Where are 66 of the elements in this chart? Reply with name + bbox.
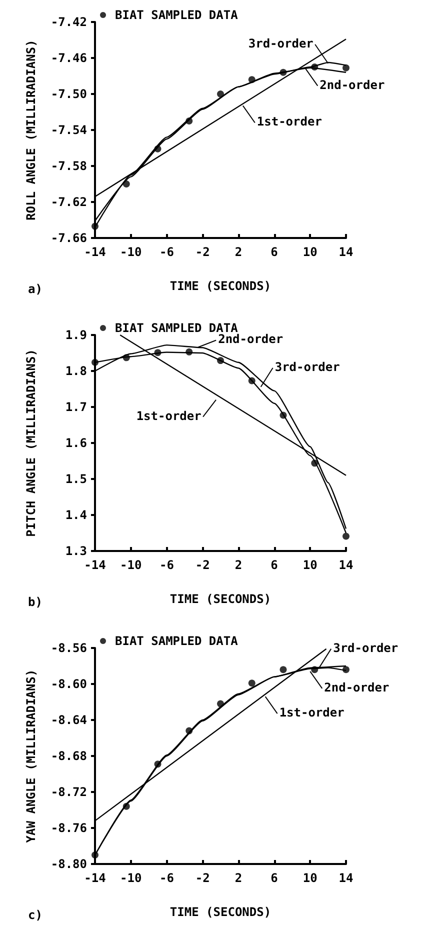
y-tick-label: 1.5: [65, 472, 87, 486]
y-tick-label: -8.72: [50, 785, 87, 799]
text: b): [28, 595, 42, 609]
annotation: 3rd-order: [274, 360, 340, 374]
x-tick-label: -6: [159, 871, 174, 885]
y-axis-title: YAW ANGLE (MILLIRADIANS): [24, 669, 38, 843]
x-tick-label: -14: [84, 245, 106, 259]
x-tick-label: -6: [159, 245, 174, 259]
x-tick-label: 6: [270, 245, 278, 259]
y-tick-label: -7.50: [50, 87, 87, 101]
x-tick-label: -14: [84, 871, 106, 885]
y-tick-label: -8.80: [50, 857, 87, 871]
y-tick-label: -7.66: [50, 231, 87, 245]
x-tick-label: -6: [159, 558, 174, 572]
text: a): [28, 282, 42, 296]
x-tick-label: -2: [195, 871, 210, 885]
x-tick-label: 14: [338, 245, 354, 259]
y-tick-label: 1.6: [65, 436, 87, 450]
y-tick-label: -8.68: [50, 749, 87, 763]
text: c): [28, 908, 42, 922]
annotation: 1st-order: [136, 408, 202, 423]
legend-label: BIAT SAMPLED DATA: [115, 321, 239, 335]
x-axis-title: TIME (SECONDS): [170, 279, 272, 293]
y-tick-label: -7.62: [50, 195, 87, 209]
x-tick-label: 14: [338, 871, 354, 885]
y-axis-title: ROLL ANGLE (MILLIRADIANS): [24, 40, 38, 220]
y-axis-title: PITCH ANGLE (MILLIRADIANS): [24, 349, 38, 537]
legend-label: BIAT SAMPLED DATA: [115, 8, 239, 22]
annotation: 3rd-order: [333, 640, 398, 655]
x-axis-title: TIME (SECONDS): [170, 905, 272, 919]
x-tick-label: 10: [302, 245, 318, 259]
x-tick-label: 2: [234, 871, 242, 885]
y-tick-label: -7.54: [50, 123, 87, 137]
x-tick-label: -10: [120, 558, 142, 572]
legend-label: BIAT SAMPLED DATA: [115, 634, 239, 648]
annotation: 2nd-order: [320, 78, 385, 92]
y-tick-label: -8.76: [50, 821, 87, 835]
y-tick-label: -8.64: [50, 713, 87, 727]
x-tick-label: -14: [84, 558, 106, 572]
x-axis-title: TIME (SECONDS): [170, 592, 272, 606]
y-tick-label: -7.46: [50, 51, 87, 65]
y-tick-label: -8.60: [50, 677, 87, 691]
annotation: 2nd-order: [324, 680, 390, 694]
y-tick-label: 1.7: [65, 400, 87, 414]
annotation: 3rd-order: [248, 36, 314, 50]
x-tick-label: -10: [120, 245, 142, 259]
x-tick-label: 6: [270, 558, 278, 572]
y-tick-label: 1.8: [65, 364, 87, 378]
y-tick-label: -8.56: [50, 641, 87, 655]
annotation: 2nd-order: [218, 332, 284, 346]
annotation: 1st-order: [256, 114, 322, 129]
y-tick-label: -7.58: [50, 159, 87, 173]
y-tick-label: 1.4: [65, 508, 87, 522]
x-tick-label: 10: [302, 871, 318, 885]
x-tick-label: -10: [120, 871, 142, 885]
x-tick-label: 6: [270, 871, 278, 885]
x-tick-label: 14: [338, 558, 354, 572]
x-tick-label: 2: [234, 558, 242, 572]
x-tick-label: 2: [234, 245, 242, 259]
x-tick-label: 10: [302, 558, 318, 572]
y-tick-label: 1.3: [65, 544, 87, 558]
y-tick-label: -7.42: [50, 15, 87, 29]
y-tick-label: 1.9: [65, 328, 87, 342]
x-tick-label: -2: [195, 245, 210, 259]
x-tick-label: -2: [195, 558, 210, 572]
annotation: 1st-order: [279, 706, 344, 720]
